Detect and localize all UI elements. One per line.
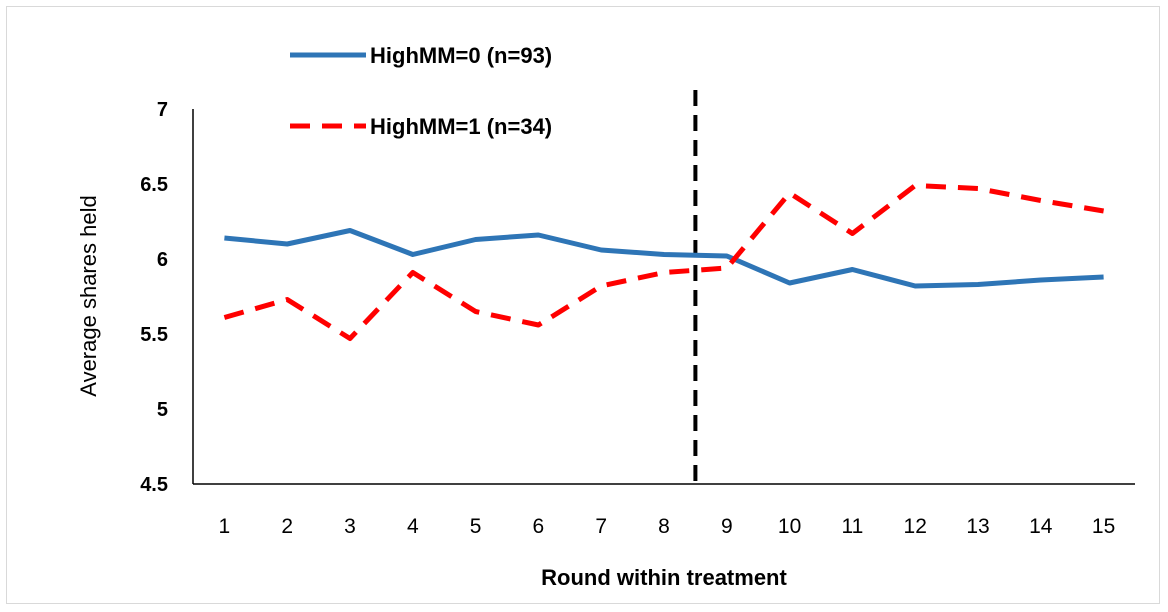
x-tick-label: 10 xyxy=(778,515,801,538)
x-tick-label: 5 xyxy=(470,515,482,538)
x-tick-label: 13 xyxy=(966,515,989,538)
chart-frame xyxy=(6,6,1160,604)
x-tick-label: 14 xyxy=(1029,515,1053,538)
legend: HighMM=0 (n=93) HighMM=1 (n=34) xyxy=(290,43,552,139)
y-tick-label: 4.5 xyxy=(140,474,168,496)
x-tick-label: 3 xyxy=(344,515,356,538)
y-axis-title: Average shares held xyxy=(76,195,101,396)
series-line-2 xyxy=(223,183,1105,341)
x-tick-label: 12 xyxy=(904,515,927,538)
x-tick-label: 9 xyxy=(721,515,733,538)
y-tick-label: 5 xyxy=(157,399,168,421)
y-tick-label: 5.5 xyxy=(140,324,168,346)
axes xyxy=(192,109,1135,485)
x-tick-label: 6 xyxy=(533,515,545,538)
y-tick-label: 7 xyxy=(157,99,168,121)
x-tick-labels: 1 2 3 4 5 6 7 8 9 10 11 12 13 14 15 xyxy=(219,515,1116,538)
x-tick-label: 4 xyxy=(407,515,419,538)
x-axis-title: Round within treatment xyxy=(541,565,787,590)
series xyxy=(223,183,1105,341)
x-tick-label: 11 xyxy=(841,515,863,538)
x-tick-label: 1 xyxy=(219,515,231,538)
y-tick-labels: 4.5 5 5.5 6 6.5 7 xyxy=(140,99,168,496)
y-tick-label: 6 xyxy=(157,249,168,271)
x-tick-label: 7 xyxy=(595,515,607,538)
x-tick-label: 8 xyxy=(658,515,670,538)
x-tick-label: 15 xyxy=(1092,515,1115,538)
y-tick-label: 6.5 xyxy=(140,174,168,196)
x-tick-label: 2 xyxy=(281,515,293,538)
legend-label: HighMM=1 (n=34) xyxy=(370,114,552,139)
legend-label: HighMM=0 (n=93) xyxy=(370,43,552,68)
series-line-1 xyxy=(224,228,1104,289)
